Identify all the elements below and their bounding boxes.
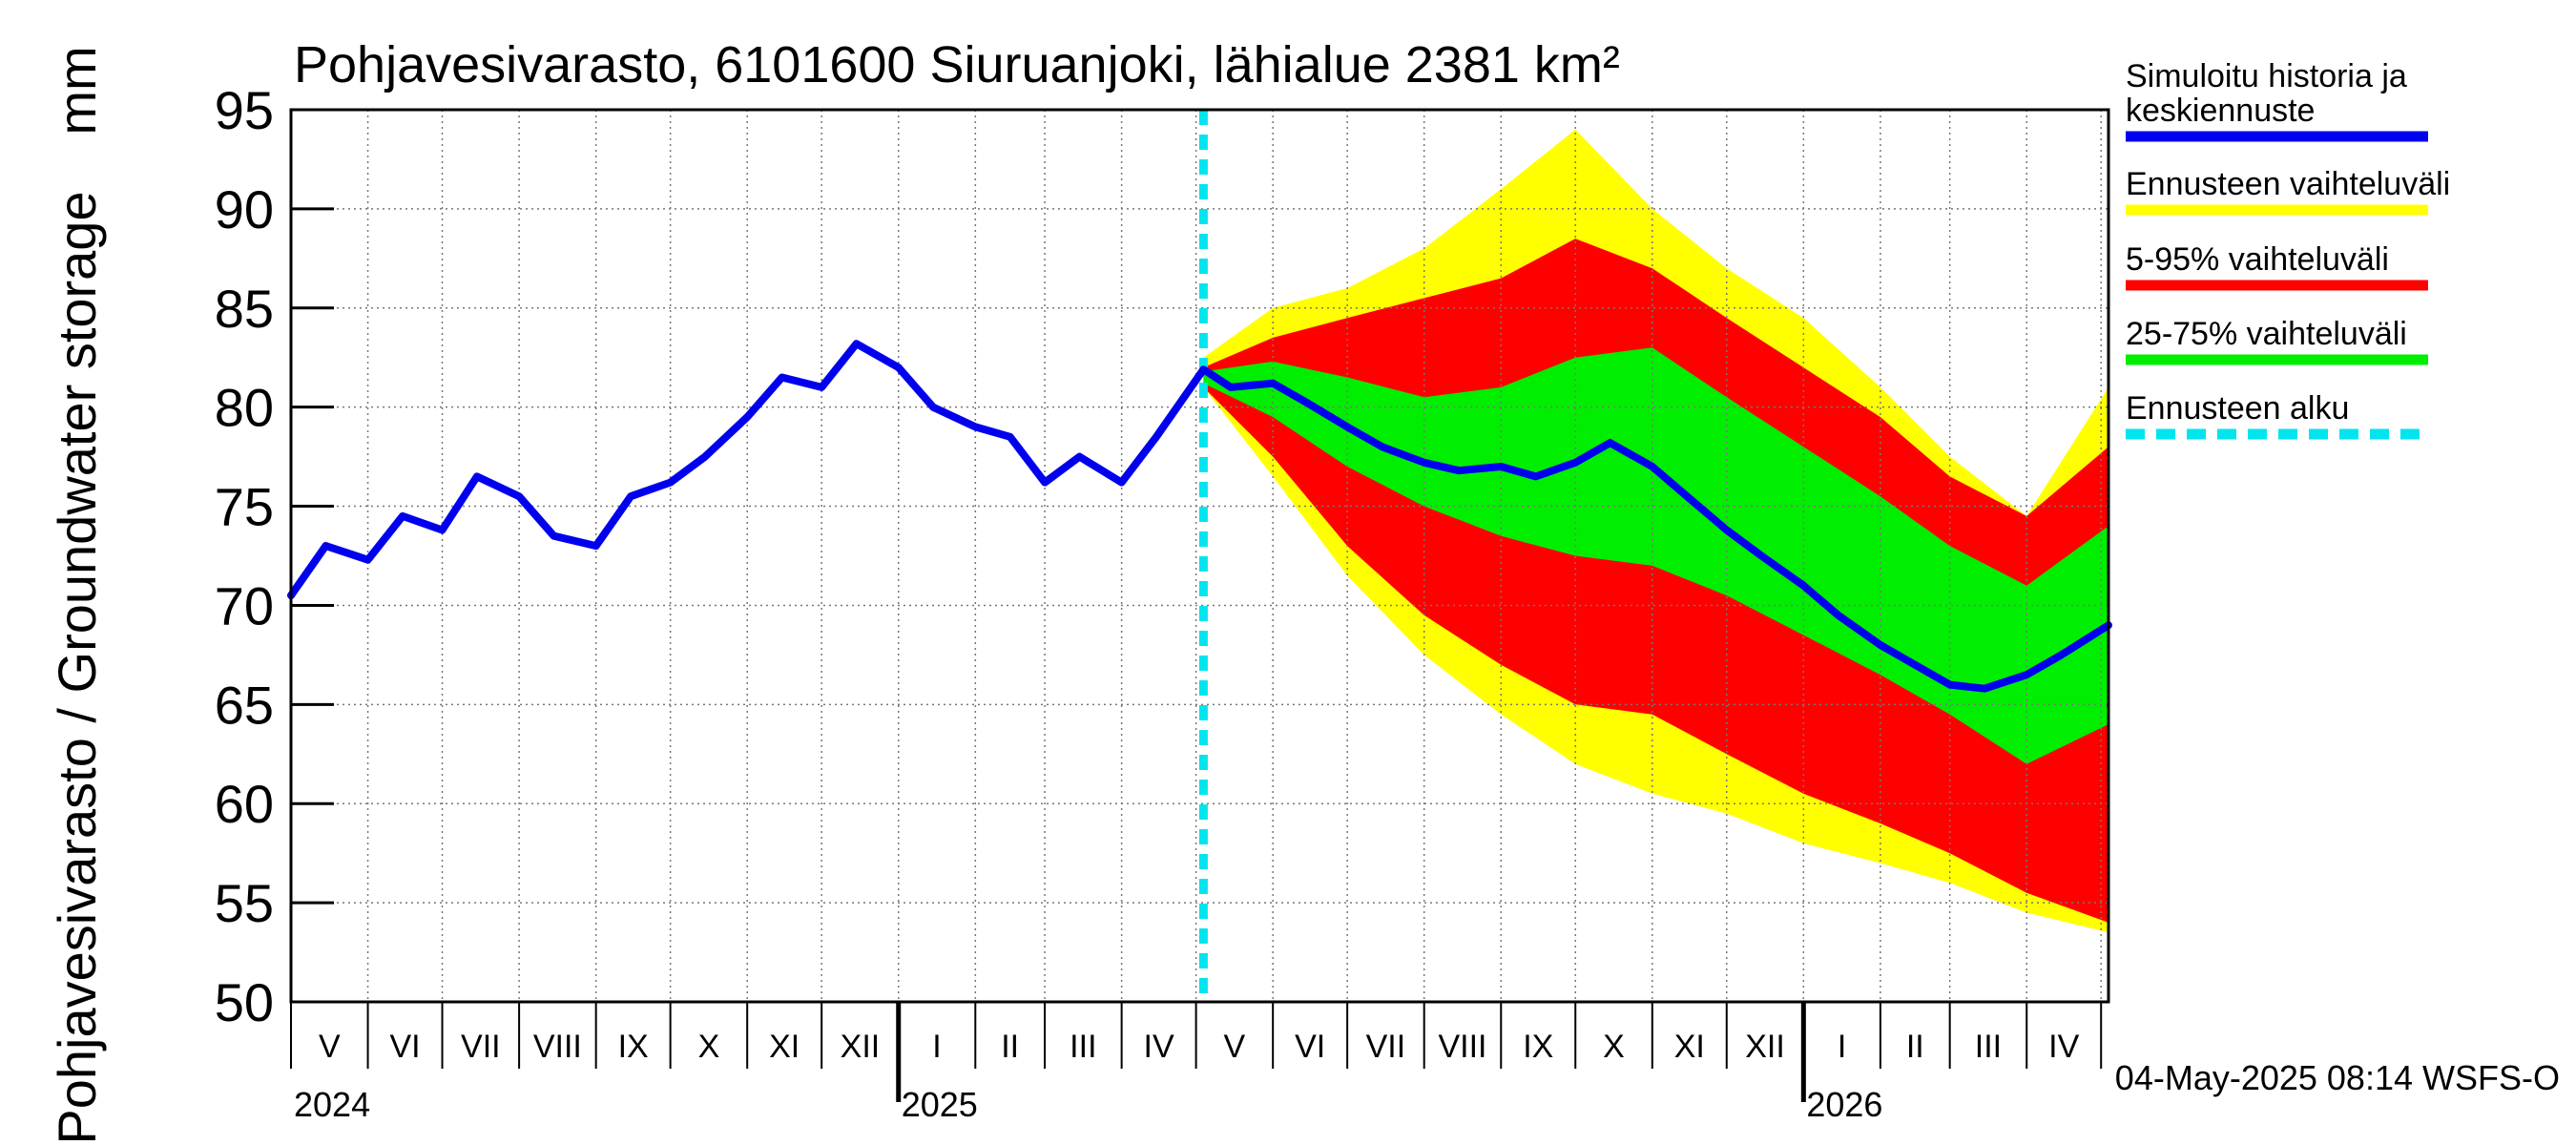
x-month-label-14: VII	[1366, 1029, 1406, 1065]
y-tick-label-80: 80	[215, 378, 274, 438]
x-month-label-4: IX	[618, 1029, 649, 1065]
x-month-label-21: II	[1906, 1029, 1924, 1065]
legend-label-2-0: 5-95% vaihteluväli	[2126, 241, 2389, 278]
x-month-label-11: IV	[1144, 1029, 1174, 1065]
x-month-label-9: II	[1001, 1029, 1019, 1065]
x-axis: V VI VII VIII IX X XI XII I II III IV V VI VII VIII IX X X…	[290, 1000, 2109, 1124]
x-year-label-2024: 2024	[294, 1085, 370, 1124]
legend-label-1-0: Ennusteen vaihteluväli	[2126, 166, 2450, 202]
y-tick-label-55: 55	[215, 873, 274, 933]
x-month-label-1: VI	[389, 1029, 420, 1065]
x-month-label-8: I	[932, 1029, 941, 1065]
x-month-label-16: IX	[1523, 1029, 1553, 1065]
y-axis-unit: mm	[47, 46, 107, 135]
y-tick-label-90: 90	[215, 179, 274, 239]
chart-title: Pohjavesivarasto, 6101600 Siuruanjoki, l…	[294, 36, 1620, 94]
y-tick-label-60: 60	[215, 774, 274, 834]
median-series-line	[287, 340, 2112, 693]
median-series-group	[287, 340, 2112, 693]
legend-label-3-0: 25-75% vaihteluväli	[2126, 316, 2407, 352]
x-year-label-2025: 2025	[902, 1085, 978, 1124]
x-month-label-13: VI	[1295, 1029, 1325, 1065]
y-axis-label: Pohjavesivarasto / Groundwater storage	[47, 191, 107, 1144]
x-year-label-2026: 2026	[1806, 1085, 1882, 1124]
x-month-label-2: VII	[461, 1029, 501, 1065]
y-axis-ticks: 50 55 60 65 70 75 80 85 90 95	[215, 80, 334, 1032]
x-month-label-18: XI	[1674, 1029, 1705, 1065]
x-month-label-15: VIII	[1438, 1029, 1486, 1065]
y-tick-label-85: 85	[215, 279, 274, 339]
y-tick-label-65: 65	[215, 675, 274, 735]
legend-label-0-1: keskiennuste	[2126, 93, 2315, 129]
x-month-label-10: III	[1070, 1029, 1096, 1065]
x-month-label-22: III	[1975, 1029, 2002, 1065]
footer-timestamp: 04-May-2025 08:14 WSFS-O	[2115, 1058, 2560, 1097]
x-month-label-7: XII	[841, 1029, 881, 1065]
forecast-bands	[1203, 129, 2109, 933]
x-month-label-19: XII	[1745, 1029, 1785, 1065]
legend-label-4-0: Ennusteen alku	[2126, 390, 2349, 427]
x-month-label-5: X	[698, 1029, 720, 1065]
x-month-label-0: V	[319, 1029, 341, 1065]
y-tick-label-75: 75	[215, 477, 274, 537]
legend-label-0-0: Simuloitu historia ja	[2126, 58, 2407, 94]
x-month-label-3: VIII	[533, 1029, 582, 1065]
x-month-label-17: X	[1603, 1029, 1625, 1065]
y-tick-label-70: 70	[215, 575, 274, 635]
y-tick-label-50: 50	[215, 972, 274, 1032]
x-month-label-6: XI	[769, 1029, 800, 1065]
x-month-label-23: IV	[2048, 1029, 2079, 1065]
x-month-label-20: I	[1838, 1029, 1846, 1065]
y-tick-label-95: 95	[215, 80, 274, 140]
x-month-label-12: V	[1224, 1029, 1246, 1065]
band-00ee00	[1203, 347, 2109, 764]
